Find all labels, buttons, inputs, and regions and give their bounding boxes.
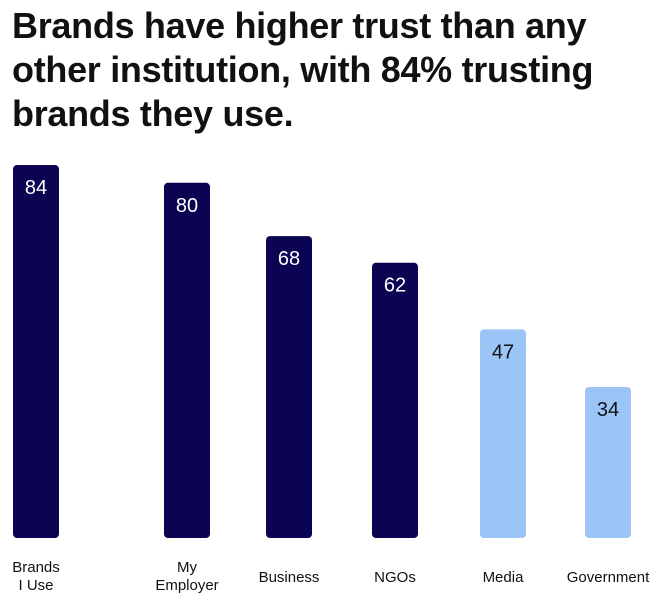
chart-title: Brands have higher trust than any other … [12, 5, 594, 134]
bar-value-label-4: 47 [492, 341, 514, 363]
category-label-4: Media [483, 569, 525, 586]
category-label-3: NGOs [374, 569, 416, 586]
bar-value-label-1: 80 [176, 195, 198, 217]
bar-0 [13, 165, 59, 539]
bar-1 [164, 182, 210, 539]
bar-value-label-3: 62 [384, 275, 406, 297]
bar-4 [480, 329, 526, 538]
bar-2 [266, 236, 312, 538]
category-label-1: My Employer [155, 559, 218, 594]
bar-5 [585, 387, 631, 538]
category-label-2: Business [259, 569, 320, 586]
bar-value-label-2: 68 [278, 248, 300, 270]
bar-value-label-5: 34 [597, 399, 619, 421]
category-label-0: Brands I Use [12, 559, 60, 594]
bar-3 [372, 262, 418, 538]
bar-value-label-0: 84 [25, 177, 47, 199]
category-label-5: Government [567, 569, 650, 586]
